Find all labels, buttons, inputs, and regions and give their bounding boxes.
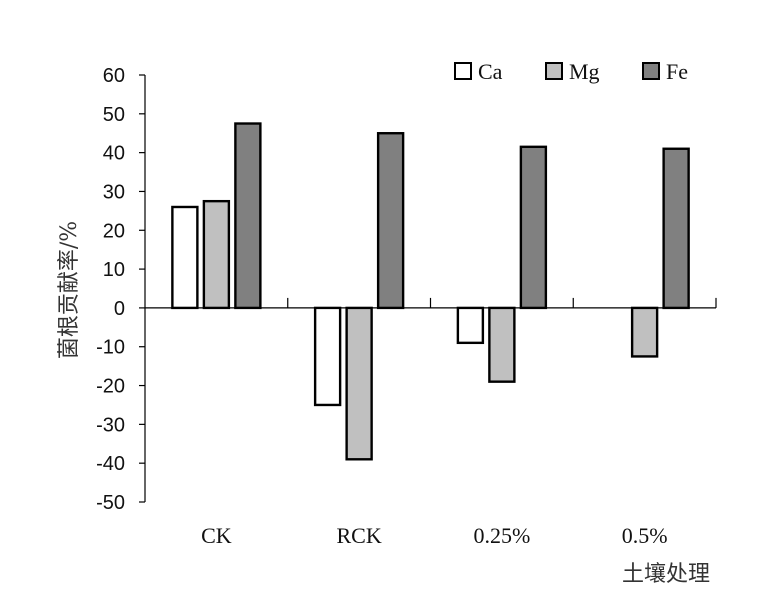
bar-mg-0 — [202, 199, 231, 310]
bar-fe-3 — [662, 147, 690, 310]
y-tick-label: 50 — [103, 104, 125, 126]
y-tick-label: 20 — [103, 220, 125, 242]
bars — [171, 122, 690, 461]
y-axis-title: 菌根贡献率/% — [57, 221, 82, 359]
x-category-label: 0.25% — [473, 523, 530, 548]
legend-swatch-ca — [454, 62, 472, 80]
legend-label-mg: Mg — [569, 59, 600, 84]
y-tick-label: 30 — [103, 181, 125, 203]
bar-mg-1 — [345, 306, 373, 461]
bar-fe-0 — [234, 122, 262, 310]
y-tick-label: 40 — [103, 143, 125, 165]
x-category-label: CK — [201, 523, 232, 548]
legend-swatch-fe — [642, 62, 660, 80]
x-category-label: 0.5% — [622, 523, 668, 548]
legend: Ca Mg Fe — [454, 59, 688, 84]
y-tick-label: 0 — [114, 298, 125, 320]
bar-mg-3 — [630, 306, 659, 358]
y-tick-label: 60 — [103, 65, 125, 87]
bar-ca-0 — [171, 205, 199, 310]
legend-label-ca: Ca — [478, 59, 503, 84]
bar-fe-1 — [376, 132, 405, 310]
y-tick-label: -10 — [96, 337, 125, 359]
legend-label-fe: Fe — [666, 59, 688, 84]
bar-mg-2 — [488, 306, 516, 383]
legend-swatch-mg — [545, 62, 563, 80]
y-tick-label: -40 — [96, 453, 125, 475]
bar-ca-2 — [456, 306, 485, 345]
bar-ca-1 — [313, 306, 342, 407]
y-tick-label: 10 — [103, 259, 125, 281]
x-category-label: RCK — [337, 523, 382, 548]
bar-fe-2 — [519, 145, 548, 310]
y-tick-label: -20 — [96, 376, 125, 398]
y-tick-label: -30 — [96, 414, 125, 436]
x-axis-title: 土壤处理 — [622, 562, 710, 587]
y-tick-label: -50 — [96, 492, 125, 514]
x-axis: CK RCK 0.25% 0.5% — [145, 297, 717, 548]
y-axis: 60 50 40 30 20 10 0 -10 -20 -30 -40 -50 — [96, 65, 146, 514]
